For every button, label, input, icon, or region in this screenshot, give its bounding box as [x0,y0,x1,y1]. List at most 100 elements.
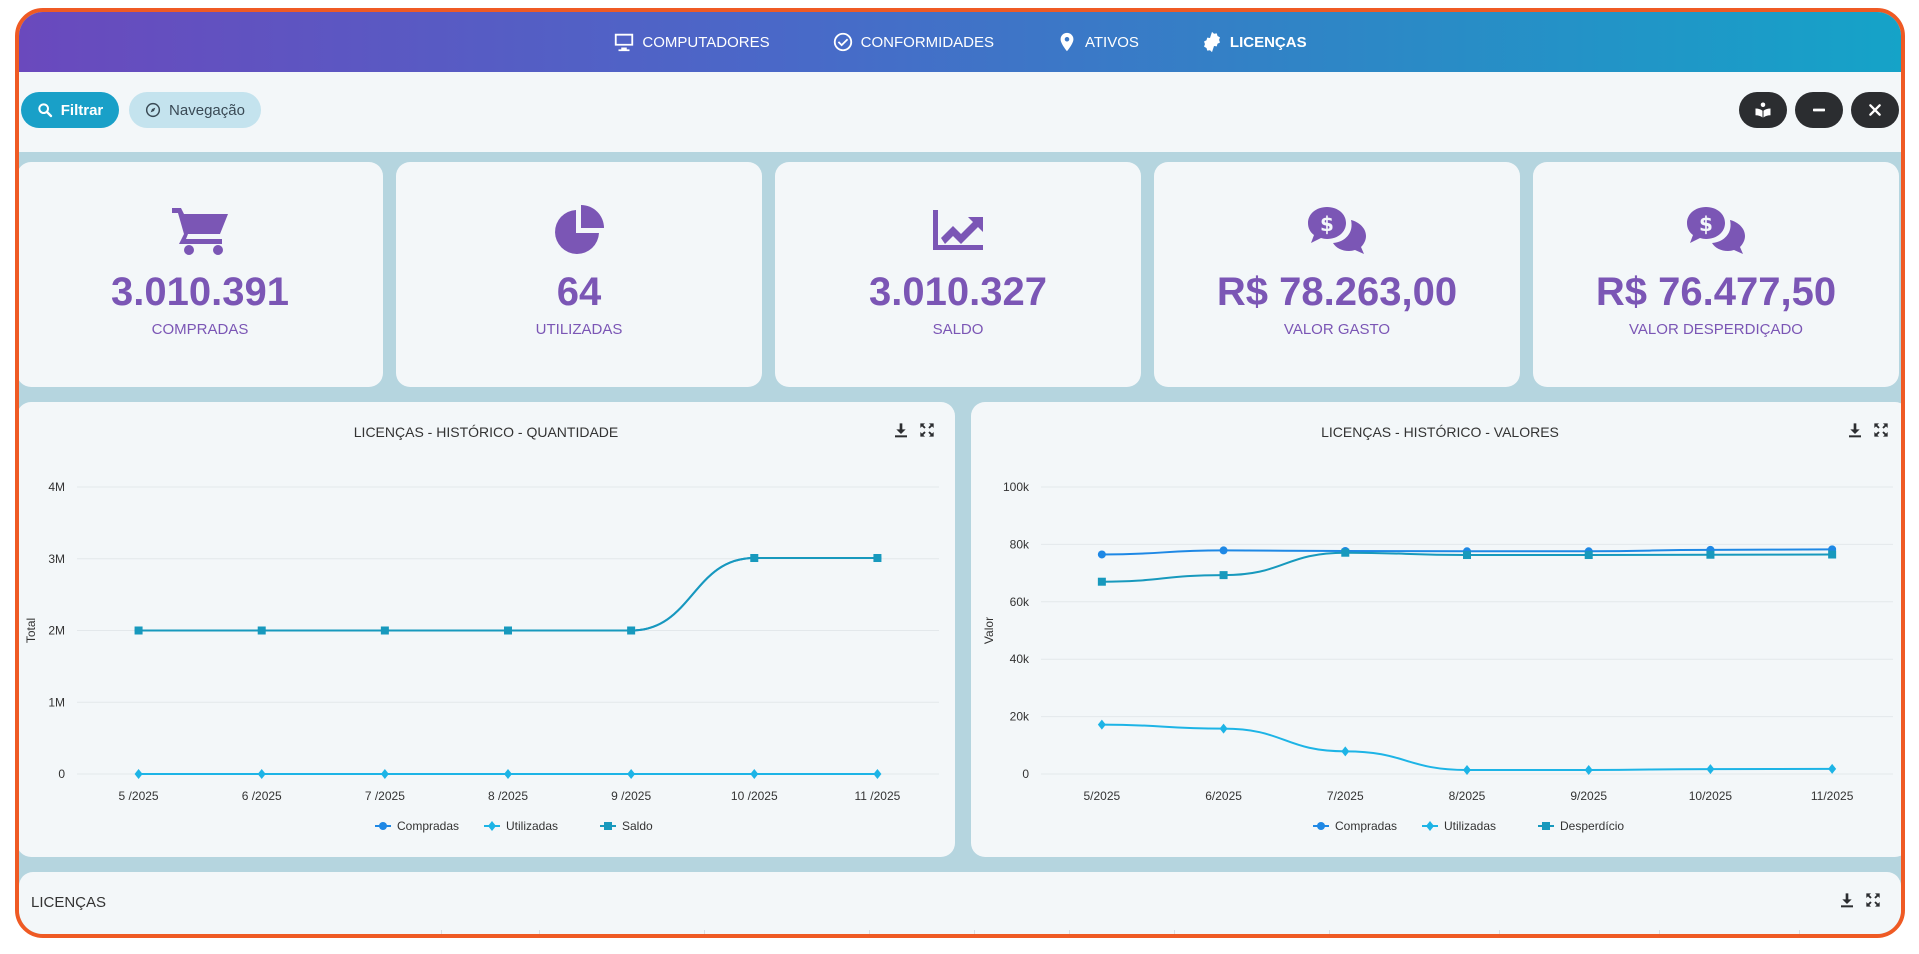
search-icon [38,103,52,118]
x-tick-label: 6 /2025 [242,789,282,803]
x-tick-label: 8 /2025 [488,789,528,803]
y-tick-label: 40k [1010,652,1030,666]
data-point [873,768,882,779]
x-tick-label: 10 /2025 [731,789,778,803]
y-tick-label: 2M [48,624,65,638]
legend-marker [379,822,387,830]
x-tick-label: 8/2025 [1449,789,1486,803]
filter-button[interactable]: Filtrar [21,92,119,128]
data-point [1219,723,1228,734]
badge-certificate-icon [1203,31,1220,53]
y-tick-label: 0 [1022,767,1029,781]
legend-label: Desperdício [1560,819,1624,833]
y-tick-label: 1M [48,695,65,709]
data-point [380,768,389,779]
data-point [1828,550,1837,559]
compass-icon [145,102,161,118]
y-tick-label: 4M [48,480,65,494]
nav-item-licencas[interactable]: LICENÇAS [1201,31,1307,53]
x-tick-label: 11 /2025 [855,789,901,803]
toolbar: Filtrar Navegação [19,72,1901,152]
nav-item-label: COMPUTADORES [642,33,770,51]
chart-title: LICENÇAS - HISTÓRICO - QUANTIDADE [353,424,619,440]
table-column-divider [974,930,975,934]
kpi-label: SALDO [932,321,984,338]
manual-button[interactable] [1739,92,1787,128]
svg-text:$: $ [1699,212,1713,236]
y-tick-label: 20k [1010,710,1030,724]
minimize-button[interactable] [1795,92,1843,128]
top-navigation: COMPUTADORES CONFORMIDADES ATIVOS LICENÇ… [19,12,1901,72]
y-axis-label: Valor [982,617,996,644]
close-button[interactable] [1851,92,1899,128]
nav-item-ativos[interactable]: ATIVOS [1056,31,1139,53]
data-point [873,554,882,563]
table-column-divider [1069,930,1070,934]
download-icon[interactable] [1839,892,1855,908]
y-tick-label: 3M [48,552,65,566]
data-point [504,768,512,779]
y-tick-label: 60k [1010,595,1030,609]
minus-icon [1813,108,1825,112]
licenses-table-card: LICENÇAS [19,872,1901,934]
table-column-divider [1499,930,1500,934]
series-line-saldo [138,557,878,632]
data-point [1341,548,1350,557]
table-column-divider [1174,930,1175,934]
y-axis-label: Total [24,618,38,643]
kpi-value: 3.010.327 [869,270,1047,314]
value-history-chart: 0 20k 40k 60k 80k 100k Valor 5/2025 6/2025 7/2025… [982,480,1893,833]
chart-card-valores: LICENÇAS - HISTÓRICO - VALORES 0 20k 40k 60… [971,402,1901,857]
nav-item-computadores[interactable]: COMPUTADORES [613,31,770,53]
kpi-label: VALOR DESPERDIÇADO [1629,321,1803,338]
navigation-button[interactable]: Navegação [129,92,261,128]
legend-marker [1317,822,1325,830]
data-point [1341,746,1350,757]
data-point [257,626,266,635]
chart-title: LICENÇAS - HISTÓRICO - VALORES [1321,424,1559,440]
check-circle-icon [833,32,852,52]
kpi-card-compradas: 3.010.391 COMPRADAS [19,162,383,387]
data-point [1584,764,1593,775]
expand-icon[interactable] [1873,422,1889,438]
download-icon[interactable] [1847,422,1863,438]
data-point [1706,764,1715,775]
table-column-divider [1659,930,1660,934]
navigation-button-label: Navegação [169,101,245,119]
data-point [380,626,389,635]
close-icon [1869,104,1881,116]
y-tick-label: 100k [1003,480,1030,494]
legend-label: Compradas [1335,819,1397,833]
kpi-value: R$ 78.263,00 [1216,270,1458,314]
chart-card-quantidade: LICENÇAS - HISTÓRICO - QUANTIDADE 0 1M 2M 3… [19,402,955,857]
data-point [1219,571,1228,580]
nav-item-label: LICENÇAS [1229,33,1307,51]
kpi-card-saldo: 3.010.327 SALDO [775,162,1141,387]
kpi-value: 64 [556,270,602,314]
data-point [134,768,143,779]
download-icon[interactable] [893,422,909,438]
y-tick-label: 0 [58,767,65,781]
legend-label: Utilizadas [1444,819,1496,833]
kpi-card-valor-desperdicado: $ R$ 76.477,50 VALOR DESPERDIÇADO [1533,162,1899,387]
nav-item-label: CONFORMIDADES [860,33,994,51]
kpi-label: COMPRADAS [151,321,249,338]
kpi-card-utilizadas: 64 UTILIZADAS [396,162,762,387]
x-tick-label: 5 /2025 [119,789,159,803]
expand-icon[interactable] [919,422,935,438]
app-frame: COMPUTADORES CONFORMIDADES ATIVOS LICENÇ… [15,8,1905,938]
data-point [1828,763,1837,774]
data-point [1219,546,1228,555]
data-point [1706,550,1715,559]
money-chat-icon: $ [1687,207,1745,254]
nav-item-conformidades[interactable]: CONFORMIDADES [832,31,994,53]
data-point [1463,551,1471,560]
kpi-value: 3.010.391 [111,270,289,314]
x-tick-label: 9 /2025 [611,789,651,803]
x-tick-label: 5/2025 [1084,789,1121,803]
expand-icon[interactable] [1865,892,1881,908]
y-tick-label: 80k [1010,537,1030,551]
kpi-value: R$ 76.477,50 [1595,270,1837,314]
money-chat-icon: $ [1308,207,1366,254]
data-point [750,554,759,563]
